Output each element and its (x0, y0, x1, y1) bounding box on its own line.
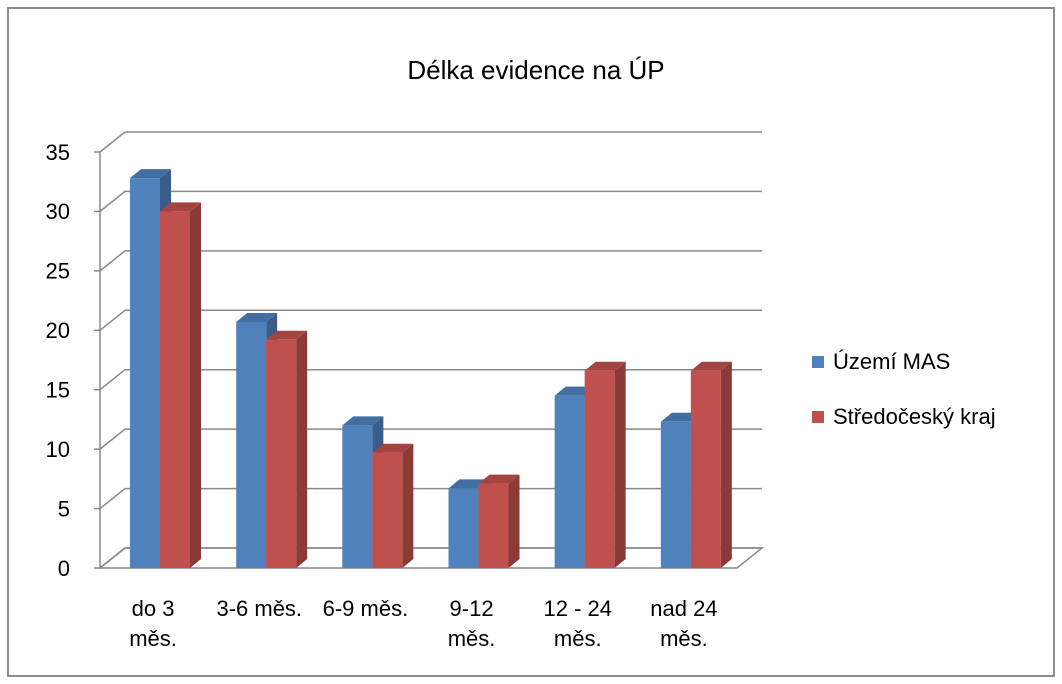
x-tick-label: 3-6 měs. (216, 596, 303, 621)
legend-swatch (812, 356, 824, 368)
x-tick-label: 9-12 měs. (447, 596, 496, 651)
bar (584, 370, 615, 568)
bar-side (190, 202, 201, 568)
grid-line (99, 250, 762, 272)
y-tick-label: 25 (46, 259, 70, 284)
legend-label: Území MAS (833, 349, 950, 374)
bar-top (342, 416, 384, 426)
bar (160, 211, 190, 568)
x-tick-label: nad 24 měs. (650, 596, 718, 651)
bar-top (690, 361, 732, 371)
bar-side (296, 330, 308, 568)
bar-side (402, 443, 414, 568)
grid-line (99, 428, 762, 450)
x-tick-label: 6-9 měs. (322, 596, 409, 621)
bar-side (720, 361, 732, 568)
grid-line (99, 131, 762, 153)
bar-top (130, 169, 171, 179)
bar (448, 488, 479, 568)
bar (342, 425, 373, 568)
grid-line (99, 487, 762, 510)
grid-line (99, 547, 762, 569)
bar (372, 452, 403, 568)
y-tick-label: 15 (46, 378, 70, 403)
bar-top (478, 474, 520, 484)
y-tick-label: 5 (58, 496, 70, 521)
y-tick-label: 20 (46, 318, 70, 343)
bar-top (584, 361, 626, 371)
bar-side (508, 474, 520, 568)
bar-top (236, 312, 278, 322)
bar (554, 395, 585, 568)
legend-swatch (812, 411, 824, 423)
bar (130, 178, 160, 569)
x-tick-label: do 3 měs. (129, 596, 177, 651)
y-tick-label: 30 (46, 199, 70, 224)
legend-label: Středočeský kraj (833, 404, 996, 429)
bar (690, 370, 721, 568)
x-tick-label: 12 - 24 měs. (543, 596, 613, 651)
chart-title: Délka evidence na ÚP (407, 55, 664, 85)
bar (236, 321, 267, 568)
bar-top (266, 330, 308, 340)
bar (478, 483, 509, 568)
grid-line (99, 368, 762, 391)
bar (266, 339, 297, 568)
bar-top (372, 443, 414, 453)
y-tick-label: 0 (58, 556, 70, 581)
grid-line (99, 190, 762, 213)
bar-top (160, 202, 201, 212)
grid-line (99, 309, 762, 331)
bar-side (614, 361, 626, 568)
y-tick-label: 35 (46, 140, 70, 165)
y-tick-label: 10 (46, 437, 70, 462)
bar (660, 421, 691, 568)
